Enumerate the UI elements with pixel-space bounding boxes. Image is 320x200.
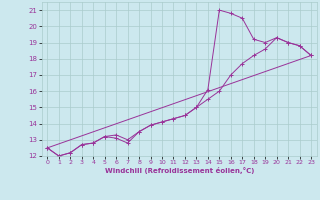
X-axis label: Windchill (Refroidissement éolien,°C): Windchill (Refroidissement éolien,°C) xyxy=(105,167,254,174)
